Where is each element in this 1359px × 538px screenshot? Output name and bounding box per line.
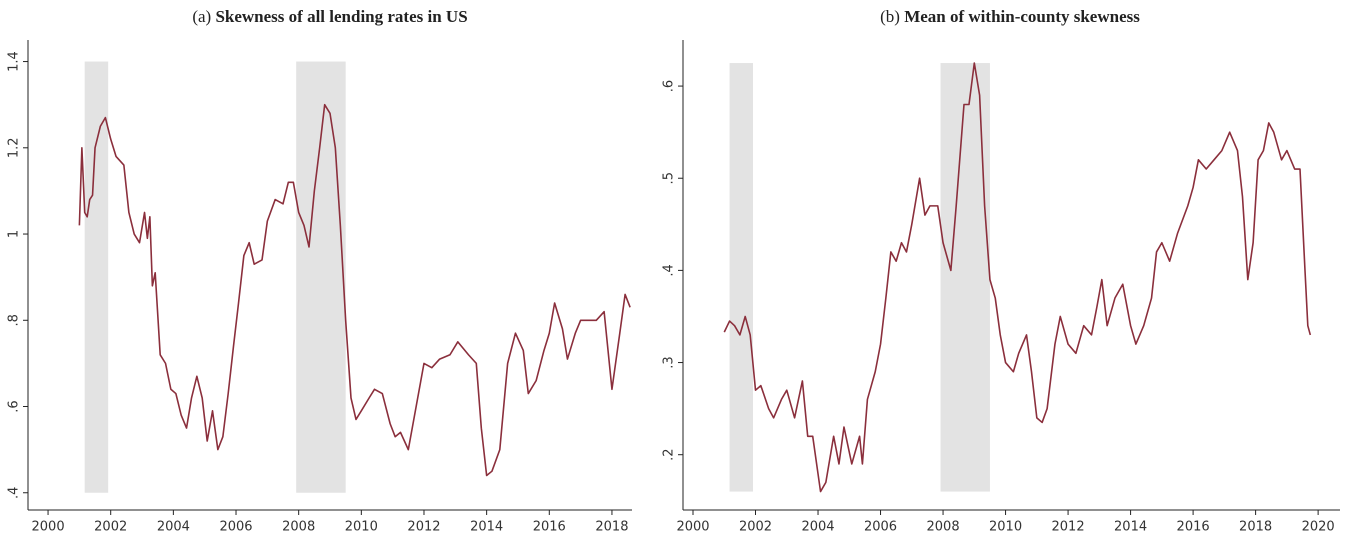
recession-shade [296, 61, 346, 493]
x-tick-label: 2018 [595, 520, 628, 535]
x-tick-label: 2012 [1052, 520, 1085, 535]
y-tick-label: 1.2 [7, 137, 22, 158]
panel-title: (a) Skewness of all lending rates in US [192, 7, 467, 26]
y-tick-label: .8 [7, 314, 22, 326]
recession-shade [940, 63, 990, 492]
y-tick-label: .5 [662, 172, 677, 184]
x-tick-label: 2010 [345, 520, 378, 535]
x-tick-label: 2004 [801, 520, 834, 535]
x-tick-label: 2016 [533, 520, 566, 535]
x-tick-label: 2008 [282, 520, 315, 535]
panel-title: (b) Mean of within-county skewness [880, 7, 1140, 26]
panel: (b) Mean of within-county skewness .2 .3 .4… [662, 7, 1340, 535]
y-tick-label: .3 [662, 356, 677, 368]
panel-title-text: Skewness of all lending rates in US [215, 7, 467, 26]
x-tick-label: 2004 [157, 520, 190, 535]
x-tick-label: 2006 [864, 520, 897, 535]
x-tick-label: 2012 [407, 520, 440, 535]
data-line [78, 103, 631, 477]
x-tick-label: 2000 [32, 520, 65, 535]
recession-shade [729, 63, 754, 492]
x-tick-label: 2008 [927, 520, 960, 535]
y-tick-label: 1.4 [7, 51, 22, 72]
x-tick-label: 2006 [219, 520, 252, 535]
x-tick-label: 2014 [1114, 520, 1147, 535]
y-tick-label: .4 [662, 264, 677, 276]
panel-label: (a) [192, 7, 211, 26]
y-tick-label: .6 [7, 400, 22, 412]
x-tick-label: 2018 [1239, 520, 1272, 535]
panel: (a) Skewness of all lending rates in US.… [7, 7, 632, 535]
y-tick-label: .6 [662, 80, 677, 92]
x-tick-label: 2014 [470, 520, 503, 535]
y-tick-label: 1 [7, 230, 22, 238]
y-tick-label: .4 [7, 487, 22, 499]
recession-shade [84, 61, 109, 493]
x-tick-label: 2016 [1177, 520, 1210, 535]
x-tick-label: 2002 [739, 520, 772, 535]
x-tick-label: 2000 [676, 520, 709, 535]
data-line [723, 62, 1312, 493]
panel-label: (b) [880, 7, 900, 26]
panel-title-text: Mean of within-county skewness [904, 7, 1140, 26]
x-tick-label: 2002 [94, 520, 127, 535]
y-tick-label: .2 [662, 449, 677, 461]
x-tick-label: 2010 [989, 520, 1022, 535]
x-tick-label: 2020 [1302, 520, 1335, 535]
